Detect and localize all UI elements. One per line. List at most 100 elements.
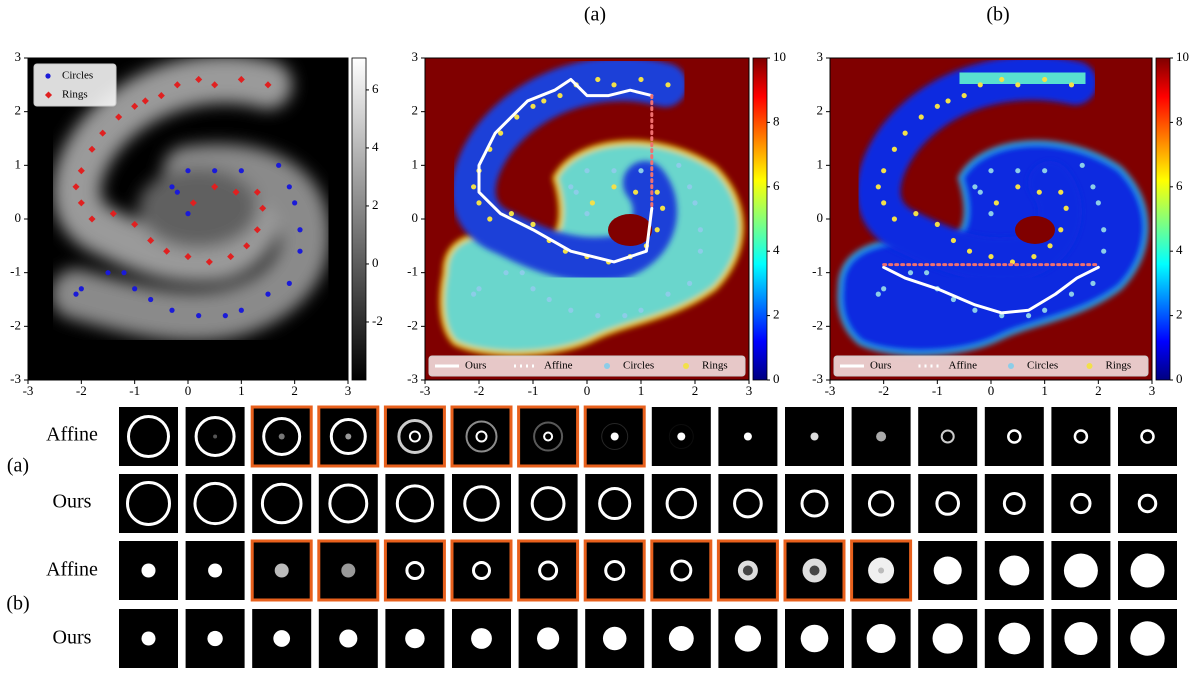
point (918, 114, 924, 120)
point (88, 215, 96, 223)
point (891, 216, 898, 222)
thumbnail (583, 539, 646, 602)
colorbar-tick-label: 6 (372, 81, 379, 96)
point (476, 200, 482, 206)
thumbnail (1118, 407, 1177, 466)
point (546, 296, 552, 303)
point (961, 92, 967, 99)
y-tick-label: -1 (10, 264, 21, 279)
x-tick-label: 1 (1041, 383, 1048, 398)
point (972, 307, 978, 313)
thumbnail (383, 405, 446, 468)
x-tick-label: -2 (878, 383, 889, 398)
colorbar-tick-label: 2 (773, 307, 780, 322)
point (1036, 189, 1042, 195)
point (687, 280, 693, 286)
thumbnail (585, 474, 645, 533)
thumbnail (1118, 474, 1177, 533)
thumbnail-dot (876, 431, 887, 442)
x-tick-label: 3 (1149, 383, 1156, 398)
point (687, 184, 693, 190)
point (195, 75, 203, 84)
point (676, 162, 682, 168)
thumbnail-dot (141, 563, 156, 578)
y-tick-label: 1 (412, 156, 419, 171)
point (611, 184, 617, 190)
thumbnail-dot (800, 624, 829, 653)
x-tick-label: -1 (528, 383, 539, 398)
point (568, 307, 574, 313)
thumbnail-ring (260, 482, 303, 525)
thumbnail-dot (1130, 621, 1165, 656)
point (881, 286, 887, 292)
point (950, 296, 957, 303)
point (924, 270, 930, 276)
y-tick-label: -1 (812, 264, 823, 279)
x-tick-label: -3 (420, 383, 431, 398)
point (902, 130, 908, 136)
x-tick-label: 0 (988, 383, 995, 398)
point (1058, 227, 1064, 233)
point (1015, 168, 1021, 174)
y-tick-label: 2 (412, 103, 419, 118)
point (988, 168, 994, 174)
legend-label: Affine (544, 360, 573, 372)
row-label: Ours (53, 491, 92, 513)
point (88, 145, 96, 153)
point (471, 184, 477, 190)
legend-label: Affine (949, 360, 978, 372)
thumbnail-ring (465, 420, 498, 453)
colorbar-tick-label: 8 (773, 113, 780, 128)
point (1031, 253, 1037, 260)
thumbnail-inner-ring (543, 431, 554, 442)
point (530, 286, 536, 292)
thumbnail (984, 407, 1044, 466)
point (891, 146, 898, 152)
x-tick-label: 0 (584, 383, 591, 398)
thumbnail (918, 407, 978, 466)
point (934, 221, 940, 227)
x-tick-label: -3 (825, 383, 836, 398)
legend-marker (683, 363, 689, 369)
colorbar (351, 57, 367, 381)
thumbnail-ring (1137, 493, 1158, 514)
row-label: Affine (46, 559, 98, 581)
y-tick-label: 0 (817, 210, 824, 225)
point (1095, 200, 1101, 206)
y-tick-label: -2 (10, 317, 21, 332)
thumbnail-dot (602, 626, 627, 651)
colorbar-tick-label: 0 (372, 255, 379, 270)
point (222, 313, 228, 319)
thumbnail-ring (397, 419, 433, 454)
thumbnail-ring (472, 561, 491, 580)
point (999, 313, 1005, 319)
thumbnail-dot (273, 630, 291, 647)
thumbnail-ring (940, 429, 955, 444)
colorbar-tick-label: 6 (773, 178, 780, 193)
x-tick-label: -3 (23, 383, 34, 398)
point (1042, 76, 1048, 83)
thumbnail-dot (339, 629, 358, 648)
thumbnail-dot (1064, 621, 1098, 656)
thumbnail-ring (328, 483, 369, 524)
thumbnail-ring (598, 486, 632, 521)
thumbnail-dot (610, 432, 619, 441)
point (132, 286, 138, 292)
thumbnail-dot (207, 630, 223, 647)
heatmap-background (425, 58, 749, 380)
thumbnail-ring (733, 488, 763, 519)
point (697, 248, 704, 254)
row-label: Ours (53, 627, 92, 649)
thumbnail-ring (935, 491, 961, 516)
point (595, 313, 601, 319)
thumbnail (583, 405, 646, 468)
thumbnail-ring (601, 423, 629, 450)
thumbnail (250, 405, 313, 468)
point (185, 211, 191, 217)
point (945, 98, 951, 104)
point (471, 291, 477, 297)
point (595, 76, 601, 83)
y-tick-label: -2 (407, 317, 418, 332)
thumbnail-dot (998, 622, 1031, 655)
point (881, 200, 887, 206)
